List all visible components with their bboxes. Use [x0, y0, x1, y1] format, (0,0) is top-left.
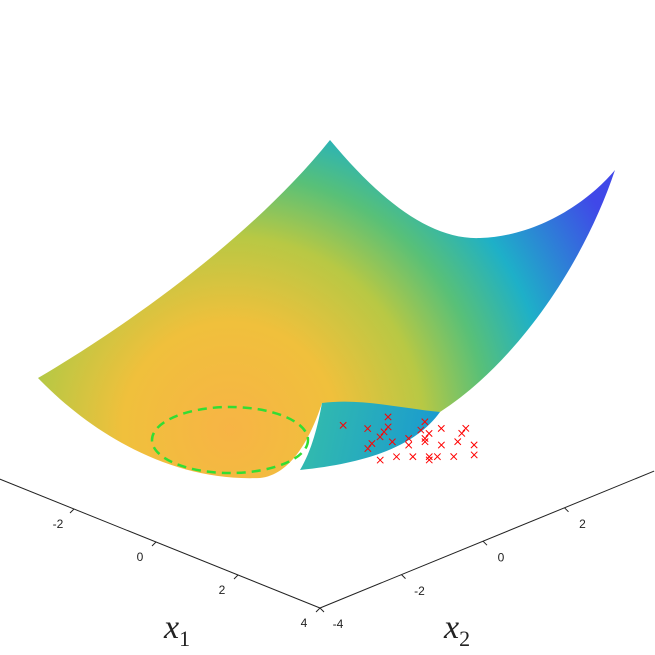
y-tick	[482, 540, 488, 546]
point	[405, 441, 413, 449]
y-tick	[319, 607, 325, 613]
y-tick-label: 0	[498, 550, 505, 564]
axes: -2 0 2 4 -4 -2 0 2	[0, 470, 655, 631]
point	[450, 453, 458, 461]
point	[470, 451, 478, 459]
y-axis-label-base: x	[443, 609, 459, 646]
y-axis-label: x2	[443, 609, 470, 651]
point	[376, 456, 384, 464]
point	[364, 425, 372, 433]
point	[437, 424, 445, 432]
point	[425, 453, 433, 461]
x-axis-label-sub: 1	[179, 626, 190, 651]
point	[421, 418, 429, 426]
point	[470, 441, 478, 449]
point	[462, 424, 470, 432]
point	[339, 421, 347, 429]
point	[405, 434, 413, 443]
y-axis-label-sub: 2	[459, 626, 470, 651]
x-axis-label-base: x	[163, 609, 179, 646]
scatter-layer	[339, 413, 478, 464]
point	[384, 413, 392, 421]
x-axis-line	[0, 478, 321, 609]
point	[380, 428, 388, 436]
x-axis-label: x1	[163, 609, 190, 651]
y-axis-line	[319, 470, 655, 609]
confidence-contour	[150, 405, 310, 475]
surface	[38, 140, 615, 479]
x-tick-label: 0	[137, 550, 144, 564]
y-tick-label: 2	[579, 517, 586, 531]
surface-underside	[300, 401, 440, 470]
point	[368, 439, 376, 448]
point	[437, 441, 445, 449]
x-tick-label: 2	[219, 583, 226, 597]
x-tick-label: -2	[53, 517, 64, 531]
x-tick	[315, 607, 321, 613]
point	[384, 423, 392, 431]
y-tick-label: -4	[333, 617, 344, 631]
point	[392, 453, 401, 461]
point	[454, 438, 462, 446]
point	[364, 444, 372, 453]
y-tick	[401, 574, 406, 579]
x-tick	[233, 574, 239, 580]
point	[388, 438, 396, 446]
point	[409, 453, 417, 461]
x-tick	[151, 541, 157, 547]
y-tick	[564, 507, 569, 513]
point	[421, 434, 429, 442]
point	[425, 429, 433, 437]
y-tick-label: -2	[414, 584, 425, 598]
point	[417, 426, 425, 434]
point	[376, 433, 384, 441]
point	[433, 453, 441, 461]
point	[421, 438, 429, 446]
point	[425, 456, 433, 464]
point	[458, 429, 466, 437]
x-tick-label: 4	[301, 616, 308, 630]
x-tick	[69, 508, 75, 514]
